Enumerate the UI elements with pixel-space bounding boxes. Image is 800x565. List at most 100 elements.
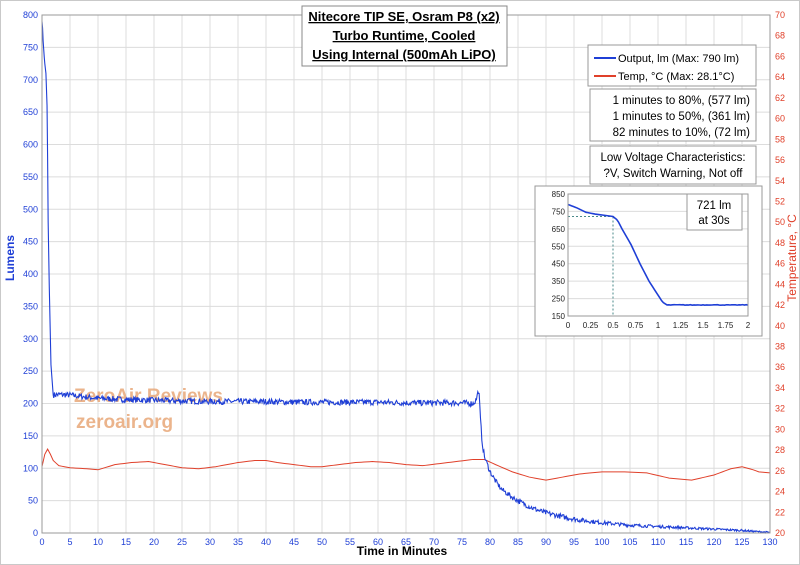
title-line-3: Using Internal (500mAh LiPO) xyxy=(312,47,495,62)
y2-tick-label: 64 xyxy=(775,72,785,82)
x-tick-label: 60 xyxy=(373,537,383,547)
x-tick-label: 100 xyxy=(594,537,609,547)
y2-tick-label: 20 xyxy=(775,528,785,538)
y2-tick-label: 36 xyxy=(775,362,785,372)
inset-x-tick-label: 1.25 xyxy=(673,321,689,330)
inset-note-line-2: at 30s xyxy=(698,215,730,227)
x-tick-label: 90 xyxy=(541,537,551,547)
y-tick-label: 600 xyxy=(23,140,38,150)
y2-tick-label: 62 xyxy=(775,93,785,103)
x-tick-label: 55 xyxy=(345,537,355,547)
y2-tick-label: 48 xyxy=(775,238,785,248)
low-voltage-line-2: ?V, Switch Warning, Not off xyxy=(604,168,744,180)
x-tick-label: 65 xyxy=(401,537,411,547)
inset-output-line xyxy=(567,203,749,307)
inset-note-frame xyxy=(686,193,743,231)
threshold-box: 1 minutes to 80%, (577 lm) 1 minutes to … xyxy=(589,88,757,142)
y2-tick-label: 44 xyxy=(775,279,785,289)
y2-tick-label: 50 xyxy=(775,217,785,227)
output-series-line xyxy=(41,21,770,534)
inset-x-tick-label: 1.5 xyxy=(697,321,709,330)
inset-y-tick-label: 150 xyxy=(552,312,566,321)
inset-y-tick-label: 850 xyxy=(552,190,566,199)
y-tick-label: 650 xyxy=(23,107,38,117)
y-tick-label: 500 xyxy=(23,204,38,214)
y2-tick-label: 46 xyxy=(775,259,785,269)
y-tick-label: 300 xyxy=(23,334,38,344)
y2-tick-label: 26 xyxy=(775,466,785,476)
inset-y-tick-label: 350 xyxy=(552,277,566,286)
x-tick-label: 10 xyxy=(93,537,103,547)
x-tick-label: 50 xyxy=(317,537,327,547)
x-tick-label: 85 xyxy=(513,537,523,547)
inset-x-tick-label: 1 xyxy=(656,321,661,330)
y-tick-label: 750 xyxy=(23,42,38,52)
y-tick-label: 200 xyxy=(23,399,38,409)
title-line-2: Turbo Runtime, Cooled xyxy=(333,28,476,43)
watermark-line-2: zeroair.org xyxy=(76,412,173,433)
title-line-1: Nitecore TIP SE, Osram P8 (x2) xyxy=(308,9,499,24)
y-tick-label: 350 xyxy=(23,301,38,311)
y2-tick-label: 70 xyxy=(775,10,785,20)
y-axis-title: Lumens xyxy=(3,235,17,281)
y2-tick-label: 58 xyxy=(775,134,785,144)
inset-y-tick-label: 450 xyxy=(552,260,566,269)
inset-plot-frame xyxy=(567,193,749,317)
x-tick-label: 5 xyxy=(67,537,72,547)
y-tick-label: 150 xyxy=(23,431,38,441)
y-tick-label: 400 xyxy=(23,269,38,279)
y-tick-label: 700 xyxy=(23,75,38,85)
title-frame xyxy=(301,5,508,67)
series-layer xyxy=(41,21,771,534)
y2-tick-label: 28 xyxy=(775,445,785,455)
x-tick-label: 40 xyxy=(261,537,271,547)
inset-chart: 150 250 350 450 550 650 750 850 0 0.25 0.5 0.75 1 1.2… xyxy=(534,185,763,337)
y2-tick-label: 56 xyxy=(775,155,785,165)
y-tick-label: 800 xyxy=(23,10,38,20)
x-tick-label: 120 xyxy=(706,537,721,547)
y2-tick-label: 22 xyxy=(775,507,785,517)
x-tick-label: 70 xyxy=(429,537,439,547)
x-tick-label: 110 xyxy=(651,537,665,547)
y-tick-label: 0 xyxy=(33,528,38,538)
inset-axes: 150 250 350 450 550 650 750 850 0 0.25 0.5 0.75 1 1.2… xyxy=(552,190,751,330)
y2-tick-label: 60 xyxy=(775,114,785,124)
low-voltage-line-1: Low Voltage Characteristics: xyxy=(600,152,745,164)
inset-note-line-1: 721 lm xyxy=(697,200,732,212)
inset-y-tick-label: 550 xyxy=(552,242,566,251)
y2-tick-label: 30 xyxy=(775,424,785,434)
x-tick-label: 35 xyxy=(233,537,243,547)
x-tick-label: 30 xyxy=(205,537,215,547)
y2-tick-label: 40 xyxy=(775,321,785,331)
x-tick-label: 80 xyxy=(485,537,495,547)
threshold-frame xyxy=(589,88,757,142)
inset-x-tick-label: 1.75 xyxy=(718,321,734,330)
y2-tick-label: 38 xyxy=(775,342,785,352)
threshold-line-1: 1 minutes to 80%, (577 lm) xyxy=(613,95,751,107)
threshold-line-3: 82 minutes to 10%, (72 lm) xyxy=(613,127,751,139)
x-tick-label: 0 xyxy=(39,537,44,547)
threshold-line-2: 1 minutes to 50%, (361 lm) xyxy=(613,111,751,123)
low-voltage-frame xyxy=(589,145,757,185)
inset-y-tick-label: 750 xyxy=(552,207,566,216)
y2-tick-label: 54 xyxy=(775,176,785,186)
y2-tick-label: 24 xyxy=(775,487,785,497)
y2-tick-label: 32 xyxy=(775,404,785,414)
inset-x-tick-label: 2 xyxy=(746,321,751,330)
legend-label-temp: Temp, °C (Max: 28.1°C) xyxy=(618,71,734,83)
inset-y-tick-label: 250 xyxy=(552,295,566,304)
x-tick-label: 95 xyxy=(569,537,579,547)
x-tick-label: 75 xyxy=(457,537,467,547)
y-tick-label: 550 xyxy=(23,172,38,182)
y-tick-label: 100 xyxy=(23,463,38,473)
x-tick-label: 20 xyxy=(149,537,159,547)
x-tick-label: 125 xyxy=(734,537,749,547)
temp-series-line xyxy=(41,448,771,481)
y-tick-label: 250 xyxy=(23,366,38,376)
legend-frame xyxy=(587,44,757,87)
x-tick-label: 105 xyxy=(622,537,637,547)
legend: Output, lm (Max: 790 lm) Temp, °C (Max: … xyxy=(587,44,757,87)
inset-x-tick-label: 0 xyxy=(566,321,571,330)
y-tick-label: 50 xyxy=(28,496,38,506)
